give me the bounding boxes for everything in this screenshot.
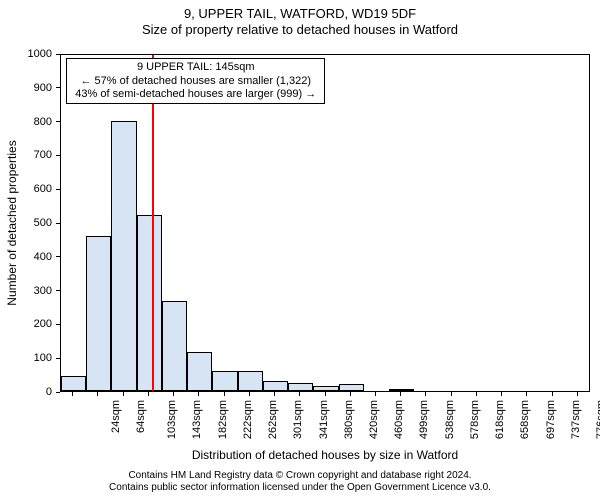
x-tick-mark [198, 392, 199, 396]
x-tick-label: 737sqm [570, 400, 582, 439]
x-tick-mark [375, 392, 376, 396]
x-tick-mark [400, 392, 401, 396]
y-tick-label: 600 [34, 183, 52, 195]
reference-line [152, 55, 154, 391]
histogram-bar [238, 371, 263, 391]
y-tick-mark [56, 223, 60, 224]
x-axis-label: Distribution of detached houses by size … [60, 448, 590, 462]
histogram-bar [162, 301, 187, 391]
y-tick-mark [56, 358, 60, 359]
x-tick-mark [97, 392, 98, 396]
x-tick-label: 460sqm [393, 400, 405, 439]
y-tick-label: 200 [34, 318, 52, 330]
x-tick-mark [249, 392, 250, 396]
y-tick-mark [56, 290, 60, 291]
y-tick-mark [56, 54, 60, 55]
x-tick-mark [148, 392, 149, 396]
x-tick-label: 776sqm [595, 400, 600, 439]
x-tick-mark [325, 392, 326, 396]
x-tick-label: 222sqm [242, 400, 254, 439]
x-tick-label: 301sqm [292, 400, 304, 439]
histogram-bar [111, 121, 136, 391]
y-tick-mark [56, 324, 60, 325]
x-tick-mark [577, 392, 578, 396]
x-tick-label: 182sqm [217, 400, 229, 439]
histogram-bar [187, 352, 212, 391]
y-tick-label: 100 [34, 352, 52, 364]
histogram-bar [313, 386, 338, 391]
annotation-line-1: 9 UPPER TAIL: 145sqm [75, 61, 316, 74]
histogram-bar [263, 381, 288, 391]
y-tick-label: 900 [34, 82, 52, 94]
x-tick-mark [552, 392, 553, 396]
plot-area: 9 UPPER TAIL: 145sqm← 57% of detached ho… [60, 54, 590, 392]
x-tick-label: 143sqm [191, 400, 203, 439]
footer-line-2: Contains public sector information licen… [0, 482, 600, 494]
y-tick-label: 700 [34, 149, 52, 161]
x-tick-label: 24sqm [110, 400, 122, 433]
x-tick-label: 420sqm [368, 400, 380, 439]
y-tick-label: 800 [34, 116, 52, 128]
x-tick-mark [476, 392, 477, 396]
x-tick-mark [224, 392, 225, 396]
annotation-box: 9 UPPER TAIL: 145sqm← 57% of detached ho… [66, 58, 325, 104]
y-tick-label: 500 [34, 217, 52, 229]
y-tick-mark [56, 121, 60, 122]
x-tick-label: 262sqm [267, 400, 279, 439]
x-tick-label: 380sqm [343, 400, 355, 439]
histogram-bar [61, 376, 86, 391]
plot-wrap: 9 UPPER TAIL: 145sqm← 57% of detached ho… [60, 54, 590, 392]
y-tick-mark [56, 256, 60, 257]
histogram-bar [86, 236, 111, 391]
y-tick-label: 400 [34, 251, 52, 263]
x-tick-label: 658sqm [520, 400, 532, 439]
y-tick-label: 300 [34, 285, 52, 297]
chart-titles: 9, UPPER TAIL, WATFORD, WD19 5DF Size of… [0, 6, 600, 37]
annotation-line-2: ← 57% of detached houses are smaller (1,… [75, 75, 316, 88]
footer-attribution: Contains HM Land Registry data © Crown c… [0, 470, 600, 493]
y-tick-label: 0 [46, 386, 52, 398]
histogram-bar [137, 215, 162, 391]
y-tick-label: 1000 [28, 48, 52, 60]
title-line-1: 9, UPPER TAIL, WATFORD, WD19 5DF [0, 6, 600, 22]
x-tick-label: 64sqm [135, 400, 147, 433]
y-tick-mark [56, 155, 60, 156]
y-tick-mark [56, 189, 60, 190]
x-tick-label: 499sqm [419, 400, 431, 439]
x-tick-mark [299, 392, 300, 396]
histogram-bar [288, 383, 313, 391]
title-line-2: Size of property relative to detached ho… [0, 22, 600, 38]
histogram-bar [339, 384, 364, 391]
x-tick-mark [350, 392, 351, 396]
footer-line-1: Contains HM Land Registry data © Crown c… [0, 470, 600, 482]
histogram-bar [389, 389, 414, 391]
x-tick-label: 538sqm [444, 400, 456, 439]
chart-container: { "layout": { "width_px": 600, "height_p… [0, 0, 600, 500]
histogram-bar [212, 371, 237, 391]
x-tick-label: 618sqm [494, 400, 506, 439]
x-tick-label: 341sqm [318, 400, 330, 439]
x-tick-mark [501, 392, 502, 396]
x-tick-mark [274, 392, 275, 396]
x-tick-mark [526, 392, 527, 396]
annotation-line-3: 43% of semi-detached houses are larger (… [75, 88, 316, 101]
x-tick-mark [123, 392, 124, 396]
x-tick-label: 697sqm [545, 400, 557, 439]
x-tick-label: 578sqm [469, 400, 481, 439]
x-tick-mark [173, 392, 174, 396]
x-tick-mark [72, 392, 73, 396]
x-tick-mark [425, 392, 426, 396]
y-tick-mark [56, 392, 60, 393]
y-axis-label: Number of detached properties [5, 54, 19, 392]
x-tick-mark [451, 392, 452, 396]
y-tick-mark [56, 87, 60, 88]
x-tick-label: 103sqm [166, 400, 178, 439]
